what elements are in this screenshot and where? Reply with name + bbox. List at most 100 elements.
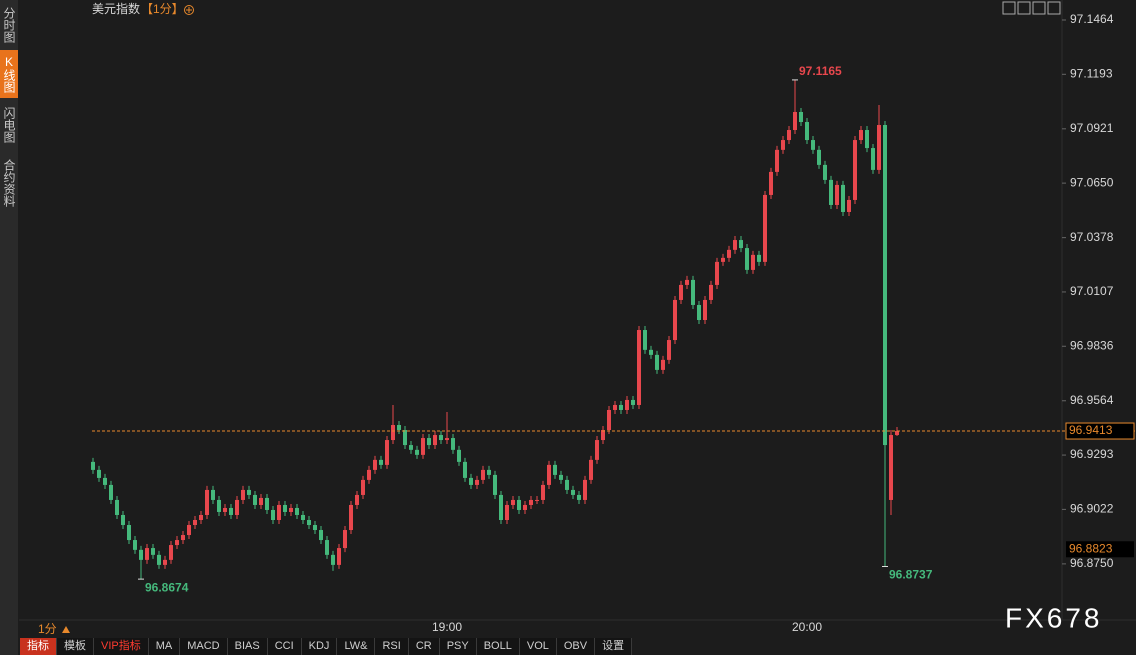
candle-body (157, 554, 161, 565)
toolbar-button[interactable]: BOLL (477, 638, 520, 655)
candle-body (517, 499, 521, 510)
toolbar-button[interactable]: OBV (557, 638, 596, 655)
toolbar-button[interactable]: CR (409, 638, 440, 655)
candle-body (463, 461, 467, 478)
tab[interactable]: 分时图 (2, 7, 16, 43)
candle-body (871, 148, 875, 170)
candle-body (769, 171, 773, 195)
candle-body (91, 461, 95, 470)
candle-body (451, 438, 455, 450)
period-selector-arrow[interactable] (62, 626, 70, 633)
add-icon[interactable] (184, 5, 194, 15)
y-tick-label: 97.0650 (1070, 175, 1114, 189)
candle-body (631, 399, 635, 405)
toolbar-button[interactable]: MA (149, 638, 181, 655)
toolbar-button[interactable]: VIP指标 (94, 638, 149, 655)
candle-body (547, 464, 551, 485)
toolbar-button[interactable]: MACD (180, 638, 228, 655)
candle-body (487, 469, 491, 475)
watermark: FX678 (1005, 602, 1103, 633)
window-buttons (1002, 1, 1061, 15)
candle-body (175, 540, 179, 546)
candle-body (661, 359, 665, 370)
y-tick-label: 97.1464 (1070, 12, 1114, 26)
toolbar-button[interactable]: BIAS (228, 638, 268, 655)
toolbar-button[interactable]: RSI (375, 638, 409, 655)
candle-body (169, 545, 173, 560)
candle-body (415, 449, 419, 455)
candle-body (775, 149, 779, 172)
candle-body (583, 479, 587, 500)
candle-body (235, 499, 239, 515)
fullscreen-button[interactable] (1002, 1, 1016, 15)
x-tick-label: 20:00 (792, 620, 822, 634)
candle-body (619, 404, 623, 410)
toolbar-button[interactable]: 模板 (57, 638, 94, 655)
candle-body (385, 440, 389, 465)
candle-body (655, 354, 659, 370)
toolbar-button[interactable]: PSY (440, 638, 477, 655)
candle-body (709, 284, 713, 300)
price-box-label: 96.9413 (1069, 423, 1113, 437)
sidebar: 分时图 K线图 闪电图 合约资料 (0, 0, 18, 655)
candle-body (409, 445, 413, 450)
toolbar-button[interactable]: VOL (520, 638, 557, 655)
candle-body (835, 184, 839, 205)
toolbar-button[interactable]: KDJ (302, 638, 338, 655)
reference-box (1066, 541, 1134, 558)
candle-body (109, 484, 113, 500)
candle-body (637, 330, 641, 405)
reference-label: 96.8823 (1069, 541, 1113, 555)
candle-body (199, 514, 203, 520)
candle-body (403, 430, 407, 446)
candle-body (613, 404, 617, 410)
candle-body (319, 530, 323, 541)
candle-body (595, 440, 599, 460)
candle-body (883, 125, 887, 446)
candle-body (859, 130, 863, 141)
extreme-label: 96.8674 (145, 580, 189, 594)
period-selector[interactable]: 1分 (38, 622, 57, 636)
toolbar-button[interactable]: 设置 (595, 638, 633, 655)
candle-body (763, 194, 767, 262)
forward-button[interactable] (1047, 1, 1061, 15)
toolbar-button[interactable]: CCI (268, 638, 302, 655)
candle-body (829, 179, 833, 205)
toolbar-button[interactable]: 指标 (20, 638, 57, 655)
candle-body (889, 435, 893, 500)
candle-body (127, 525, 131, 541)
candle-body (277, 504, 281, 520)
candle-body (325, 540, 329, 555)
candle-body (391, 425, 395, 441)
candle-body (301, 514, 305, 520)
zoom-button[interactable] (1017, 1, 1031, 15)
candle-body (139, 549, 143, 560)
toolbar-button[interactable]: LW& (337, 638, 376, 655)
extreme-label: 97.1165 (799, 64, 842, 78)
tab[interactable]: 合约资料 (2, 159, 16, 207)
candle-body (523, 504, 527, 510)
tab[interactable]: 闪电图 (2, 107, 16, 143)
candle-body (541, 484, 545, 500)
y-tick-label: 96.9836 (1070, 338, 1114, 352)
tab[interactable]: K线图 (0, 50, 18, 98)
candle-body (205, 489, 209, 515)
back-button[interactable] (1032, 1, 1046, 15)
candle-body (331, 554, 335, 565)
candle-body (751, 254, 755, 270)
candle-body (427, 438, 431, 446)
candle-body (367, 469, 371, 480)
candle-body (133, 540, 137, 550)
candle-body (607, 409, 611, 431)
candle-body (643, 330, 647, 350)
candle-body (259, 497, 263, 505)
candle-body (853, 140, 857, 200)
candle-body (781, 140, 785, 150)
candle-body (337, 548, 341, 565)
candle-body (823, 164, 827, 180)
candle-body (115, 499, 119, 515)
candle-body (343, 530, 347, 549)
